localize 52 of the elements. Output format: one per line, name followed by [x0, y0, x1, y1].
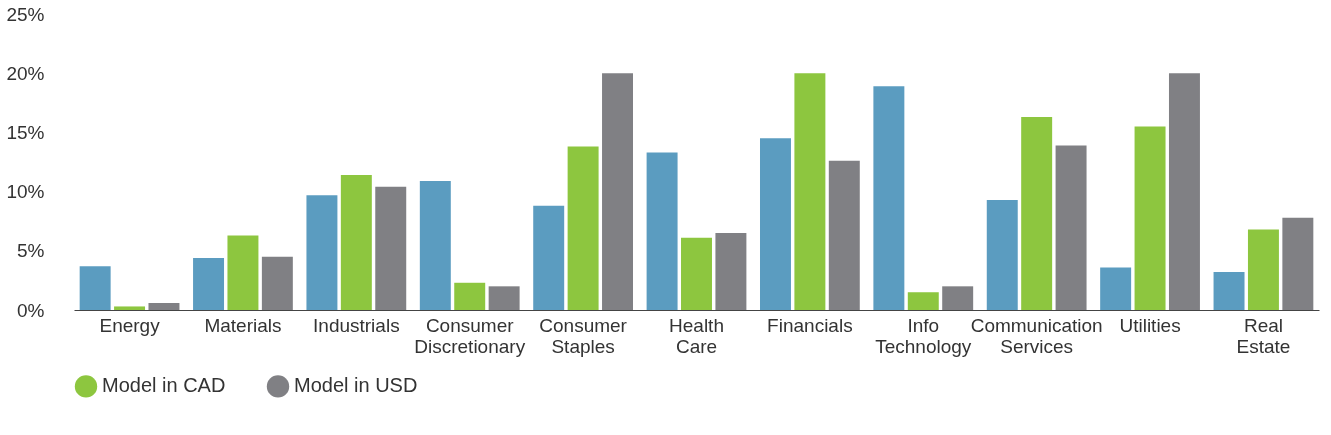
bar [1213, 272, 1245, 310]
x-tick-label: Materials [204, 314, 282, 336]
x-tick-label: Utilities [1119, 314, 1181, 336]
bar [567, 146, 599, 310]
bar [193, 257, 225, 310]
x-tick-label: Health Care [669, 314, 724, 357]
bar [306, 195, 338, 310]
bar [1055, 145, 1087, 310]
bar [1021, 117, 1053, 310]
x-tick-label: Industrials [313, 314, 400, 336]
bar [1168, 73, 1200, 310]
bar [907, 292, 939, 310]
y-tick-label: 25% [6, 3, 45, 25]
x-tick-label: Consumer Staples [539, 314, 628, 357]
bar [79, 266, 111, 310]
legend-label: Model in USD [294, 374, 418, 397]
bar [340, 175, 372, 310]
x-tick-label: Consumer Discretionary [414, 314, 526, 357]
bar [760, 138, 791, 310]
bar [646, 152, 678, 310]
bar [227, 235, 259, 310]
bar [419, 180, 451, 310]
bar [1134, 126, 1166, 310]
bar [602, 73, 633, 310]
bar [488, 286, 520, 310]
bar [942, 286, 974, 310]
legend-label: Model in CAD [102, 374, 226, 397]
x-tick-label: Real Estate [1236, 314, 1291, 357]
bar [715, 233, 747, 310]
bar [533, 205, 565, 310]
y-tick-label: 10% [6, 181, 45, 203]
bar [681, 237, 712, 310]
y-tick-label: 5% [17, 240, 45, 262]
x-tick-label: Communication Services [970, 314, 1103, 357]
bar [1282, 217, 1314, 310]
bar [1100, 267, 1132, 310]
bar [148, 302, 180, 310]
x-tick-label: Financials [767, 314, 853, 336]
bar [828, 160, 860, 310]
x-tick-label: Energy [99, 314, 161, 336]
y-tick-label: 15% [6, 121, 45, 143]
bar [794, 73, 826, 310]
bar [114, 306, 146, 310]
bar [873, 86, 905, 310]
bar [1247, 229, 1279, 310]
bar [261, 256, 293, 310]
y-tick-label: 20% [6, 62, 45, 84]
bar [454, 282, 486, 310]
bar [375, 186, 407, 310]
y-tick-label: 0% [17, 299, 45, 321]
bar [986, 199, 1018, 310]
x-tick-label: Info Technology [875, 314, 972, 357]
